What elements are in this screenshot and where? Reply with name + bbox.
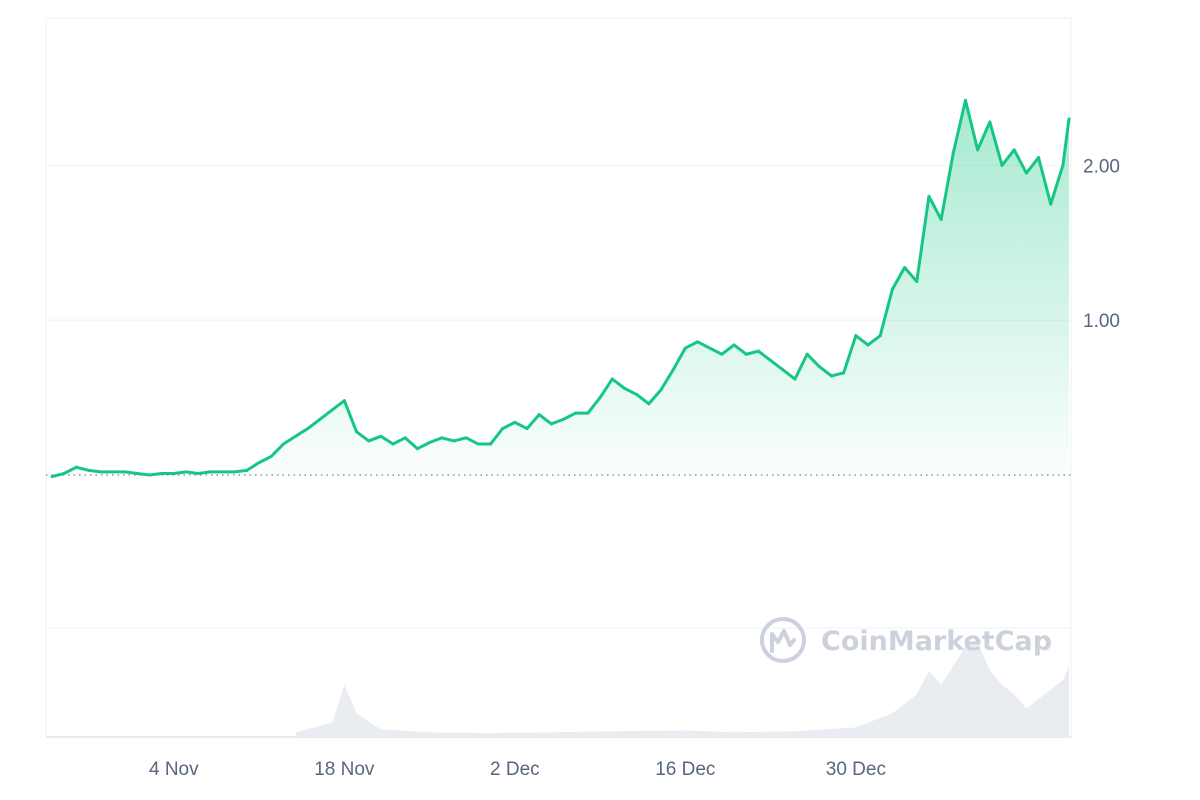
price-line-segment — [756, 349, 773, 362]
price-line-segment — [281, 434, 298, 446]
price-line-segment — [805, 352, 821, 369]
price-line-segment — [842, 334, 858, 375]
price-line-segment — [696, 340, 712, 350]
price-line-segment — [635, 392, 651, 406]
price-line-segment — [927, 194, 943, 222]
y-tick-label: 2.00 — [1083, 156, 1120, 177]
price-line-segment — [671, 346, 687, 372]
price-line-segment — [513, 420, 529, 431]
price-line-segment — [537, 413, 553, 426]
price-line-segment — [123, 470, 139, 475]
price-line-segment — [1061, 117, 1071, 167]
price-line-segment — [854, 334, 870, 347]
price-line-segment — [233, 468, 249, 474]
price-line-segment — [866, 334, 882, 347]
price-line-segment — [74, 465, 91, 472]
price-line-segment — [598, 377, 614, 400]
price-area — [52, 100, 1069, 476]
price-line-segment — [793, 352, 809, 381]
price-line-segment — [135, 471, 151, 477]
price-line-segment — [769, 358, 785, 372]
price-area-fill — [52, 100, 1069, 476]
price-line-segment — [257, 454, 273, 465]
price-line-segment — [1037, 156, 1053, 206]
price-line-segment — [330, 399, 346, 412]
price-line-segment — [196, 470, 212, 475]
price-line-segment — [976, 120, 992, 152]
price-line-segment — [1024, 156, 1041, 175]
price-line-segment — [415, 440, 432, 451]
price-line-segment — [817, 365, 833, 378]
price-line-segment — [829, 371, 846, 378]
price-line-segment — [342, 399, 358, 434]
price-line-segment — [732, 343, 748, 356]
price-line-segment — [647, 388, 663, 406]
price-line-segment — [50, 471, 66, 479]
price-line-segment — [488, 427, 505, 446]
price-line-segment — [269, 442, 285, 458]
price-line-segment — [391, 436, 407, 446]
price-line-segment — [781, 368, 797, 381]
price-line-segment — [428, 436, 444, 444]
price-line-segment — [915, 194, 931, 283]
volume-area — [295, 642, 1070, 737]
price-line-segment — [951, 98, 967, 155]
coinmarketcap-watermark: CoinMarketCap — [760, 617, 1052, 663]
price-line-segment — [184, 470, 200, 475]
x-tick-label: 2 Dec — [490, 759, 540, 780]
price-line-segment — [501, 420, 517, 431]
price-line-segment — [878, 287, 894, 338]
x-axis-ticks: 4 Nov 18 Nov 2 Dec 16 Dec 30 Dec — [149, 759, 886, 780]
price-line-segment — [62, 465, 78, 475]
price-line-segment — [890, 266, 907, 291]
price-line-segment — [610, 377, 626, 390]
price-line-segment — [452, 436, 468, 443]
price-line-segment — [1012, 148, 1028, 175]
price-line-segment — [306, 417, 322, 431]
x-tick-label: 4 Nov — [149, 759, 199, 780]
price-line-segment — [464, 436, 480, 446]
price-line-segment — [147, 471, 164, 477]
price-line-segment — [367, 434, 383, 443]
watermark-text: CoinMarketCap — [821, 626, 1052, 657]
y-tick-label: 1.00 — [1083, 311, 1120, 332]
coinmarketcap-logo-icon — [760, 617, 806, 663]
price-line — [50, 98, 1071, 479]
price-line-segment — [963, 98, 980, 152]
price-line-segment — [708, 346, 724, 356]
price-line-segment — [440, 436, 456, 443]
price-line-segment — [562, 411, 578, 421]
price-line-segment — [988, 120, 1004, 167]
price-line-segment — [549, 417, 566, 426]
x-tick-label: 30 Dec — [826, 759, 886, 780]
price-line-segment — [586, 396, 602, 415]
price-line-segment — [1049, 163, 1065, 206]
price-line-segment — [379, 434, 395, 446]
volume-shape — [295, 642, 1070, 737]
price-line-segment — [87, 468, 103, 474]
price-line-segment — [939, 151, 955, 222]
price-line-segment — [683, 340, 700, 350]
price-line-segment — [172, 470, 188, 475]
price-line-segment — [659, 368, 675, 392]
price-line-segment — [622, 386, 639, 396]
price-line-segment — [354, 430, 371, 443]
x-tick-label: 18 Nov — [314, 759, 375, 780]
price-line-segment — [903, 266, 919, 283]
price-line-segment — [525, 413, 541, 431]
y-axis-ticks: 1.00 2.00 — [1083, 156, 1120, 332]
price-line-segment — [294, 427, 310, 438]
price-line-segment — [245, 461, 261, 472]
price-line-segment — [744, 349, 760, 356]
price-line-segment — [1000, 148, 1016, 167]
price-line-segment — [318, 408, 334, 421]
price-line-segment — [720, 343, 736, 356]
x-tick-label: 16 Dec — [655, 759, 715, 780]
price-line-segment — [403, 436, 419, 451]
